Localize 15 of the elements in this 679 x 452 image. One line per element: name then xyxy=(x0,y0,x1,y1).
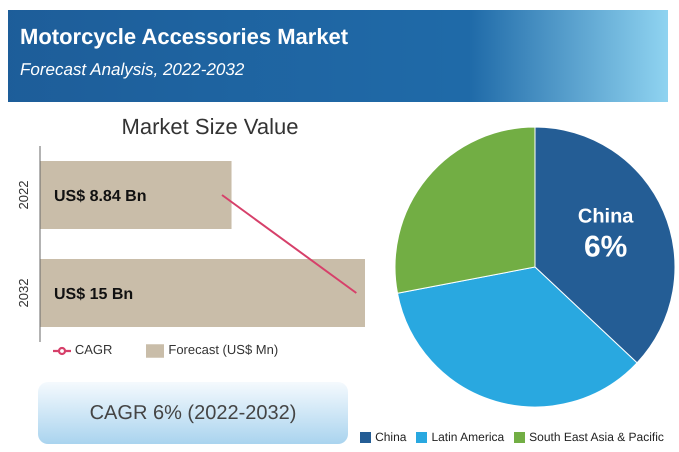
text: China xyxy=(578,205,634,228)
text: Motorcycle Accessories Market xyxy=(20,24,348,50)
chart-title: Market Size Value xyxy=(120,114,300,140)
legend-label: China xyxy=(375,430,406,444)
y-tick-label: 2022 xyxy=(16,180,31,210)
data-label: US$ 15 Bn xyxy=(54,286,134,303)
data-label: US$ 8.84 Bn xyxy=(54,188,146,205)
legend-label: CAGR xyxy=(74,342,112,358)
legend-label: Latin America xyxy=(431,430,504,444)
legend-label: Forecast (US$ Mn) xyxy=(168,342,278,358)
text: 6% xyxy=(584,230,628,264)
legend-label: South East Asia & Pacific xyxy=(529,430,664,444)
text: Forecast Analysis, 2022-2032 xyxy=(20,60,244,80)
text: CAGR 6% (2022-2032) xyxy=(38,382,348,444)
y-tick-label: 2032 xyxy=(16,278,31,308)
